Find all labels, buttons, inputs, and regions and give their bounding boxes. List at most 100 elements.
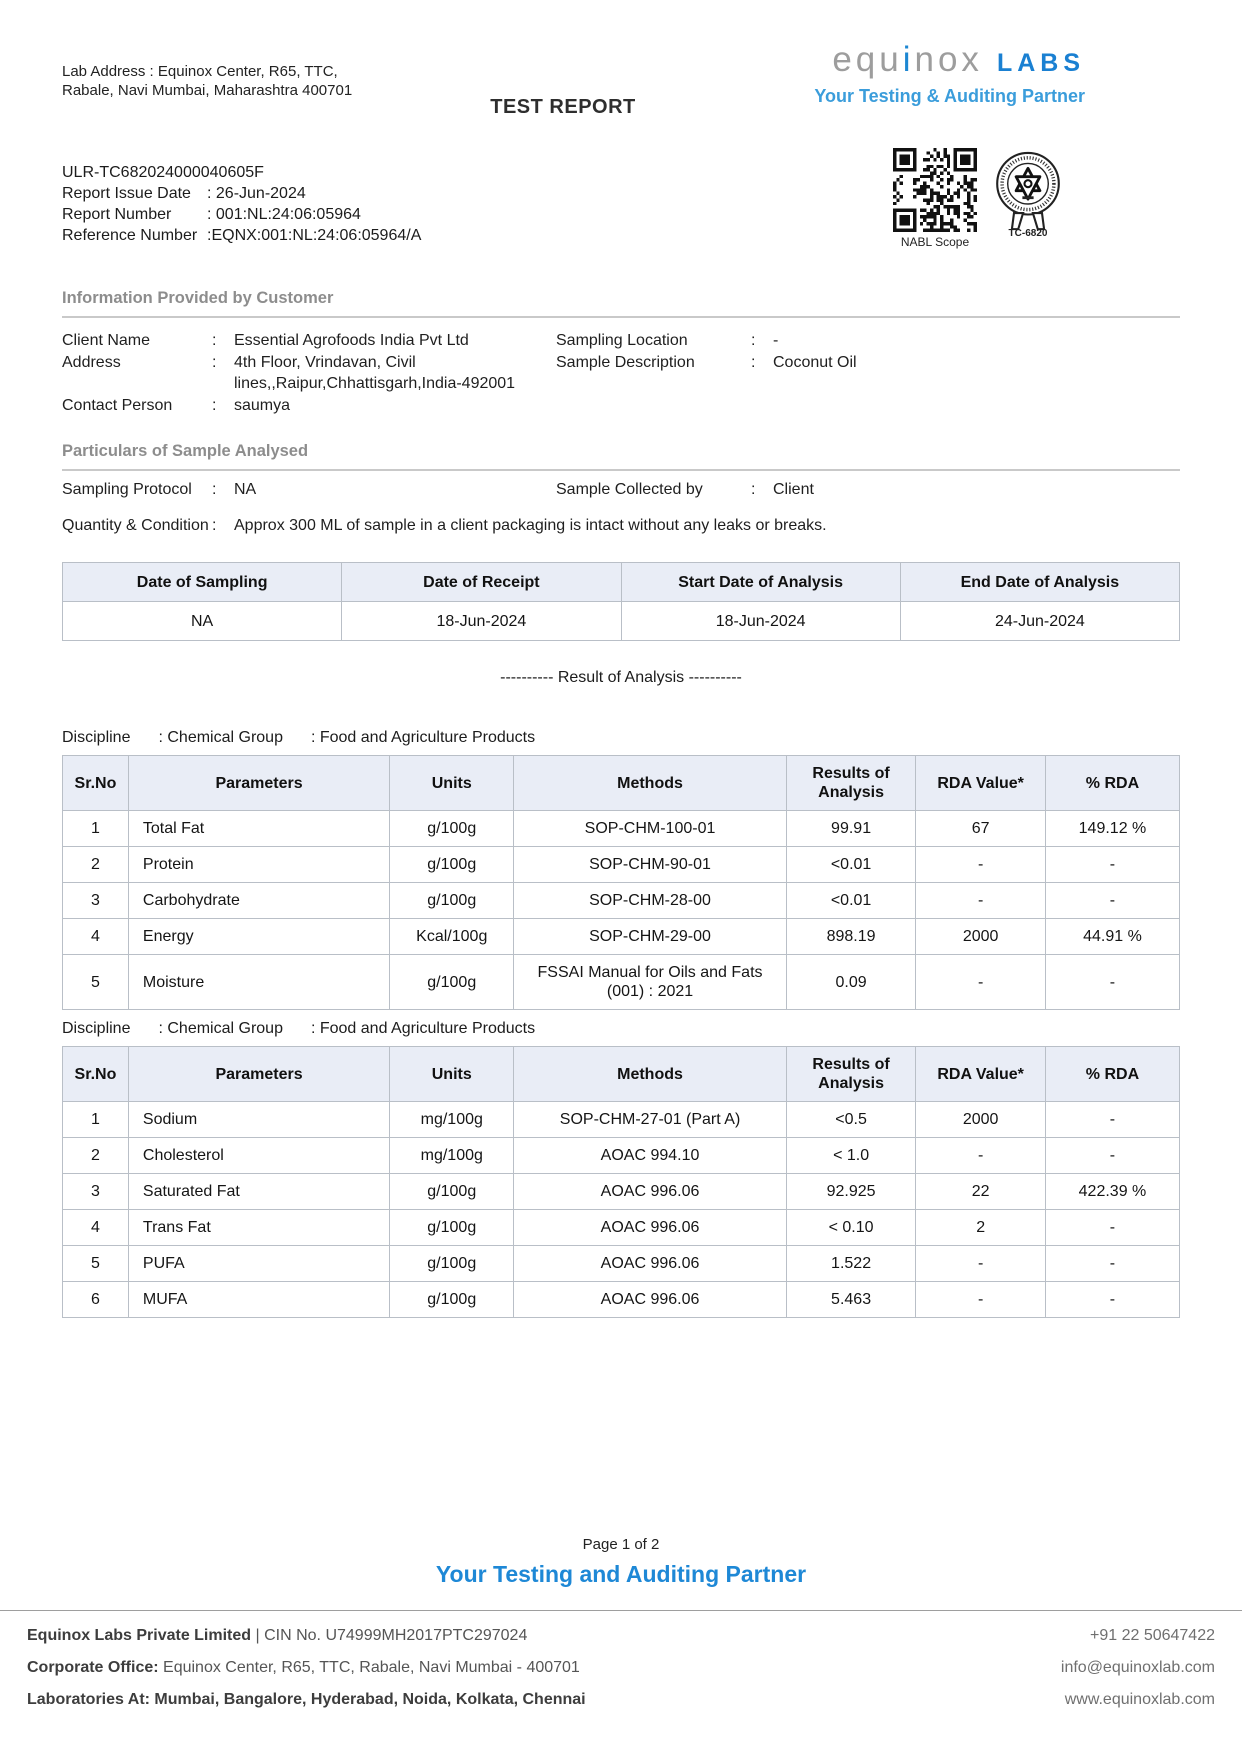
cell-srno: 6	[62, 1281, 129, 1318]
cell-parameter: Moisture	[127, 954, 391, 1010]
cell-parameter: Trans Fat	[127, 1209, 391, 1246]
discipline-category: : Food and Agriculture Products	[310, 1020, 536, 1037]
cell-rda-value: -	[915, 954, 1046, 1010]
logo-word-i: i	[902, 40, 915, 79]
cell-percent-rda: -	[1044, 846, 1181, 883]
result-row: 5 PUFA g/100g AOAC 996.06 1.522 - -	[62, 1245, 1181, 1282]
footer-office-left: Corporate Office: Equinox Center, R65, T…	[27, 1659, 580, 1677]
sampling-location-value: -	[773, 332, 779, 349]
seal-caption: TC-6820	[1008, 228, 1048, 239]
col-header-srno: Sr.No	[62, 1046, 129, 1102]
particulars-grid: Sampling Protocol : NA Sample Collected …	[62, 479, 1180, 501]
cell-method: SOP-CHM-27-01 (Part A)	[513, 1101, 787, 1138]
discipline-group: : Chemical Group	[158, 729, 283, 746]
report-number-row: Report Number : 001:NL:24:06:05964	[62, 204, 421, 225]
address-label: Address	[62, 353, 121, 371]
cell-parameter: Total Fat	[127, 810, 391, 847]
cell-method: SOP-CHM-28-00	[513, 882, 787, 919]
colon: :	[212, 516, 217, 534]
sample-collected-by-label: Sample Collected by	[556, 481, 703, 498]
cell-units: g/100g	[389, 1281, 515, 1318]
cell-percent-rda: -	[1044, 1101, 1181, 1138]
discipline-group: : Chemical Group	[158, 1020, 283, 1037]
date-column-header: Date of Receipt	[341, 562, 622, 602]
company-cin: | CIN No. U74999MH2017PTC297024	[251, 1627, 528, 1644]
cell-srno: 4	[62, 1209, 129, 1246]
cell-units: g/100g	[389, 882, 515, 919]
cell-result: 0.09	[785, 954, 917, 1010]
cell-rda-value: -	[915, 1137, 1046, 1174]
cell-units: g/100g	[389, 846, 515, 883]
col-header-parameters: Parameters	[127, 755, 391, 811]
quantity-condition-value: Approx 300 ML of sample in a client pack…	[234, 516, 827, 534]
discipline-line-2: Discipline: Chemical Group: Food and Agr…	[62, 1020, 1180, 1038]
discipline-label: Discipline	[62, 729, 131, 746]
footer-labs-left: Laboratories At: Mumbai, Bangalore, Hyde…	[27, 1691, 586, 1709]
cell-method: SOP-CHM-90-01	[513, 846, 787, 883]
ulr-value: ULR-TC682024000040605F	[62, 164, 264, 181]
cell-result: < 1.0	[785, 1137, 917, 1174]
cell-percent-rda: 149.12 %	[1044, 810, 1181, 847]
lab-address-line2: Rabale, Navi Mumbai, Maharashtra 400701	[62, 82, 353, 99]
cell-parameter: Sodium	[127, 1101, 391, 1138]
cell-units: mg/100g	[389, 1101, 515, 1138]
report-body: Information Provided by Customer Client …	[61, 281, 1181, 1318]
cell-percent-rda: -	[1044, 1281, 1181, 1318]
cell-method: AOAC 996.06	[513, 1281, 787, 1318]
cell-result: <0.5	[785, 1101, 917, 1138]
result-row: 3 Carbohydrate g/100g SOP-CHM-28-00 <0.0…	[62, 882, 1181, 919]
analysis-dates-header: Date of Sampling Date of Receipt Start Dat…	[61, 562, 1181, 602]
report-identifiers: ULR-TC682024000040605F Report Issue Date…	[62, 162, 421, 246]
cell-method: AOAC 996.06	[513, 1245, 787, 1282]
cell-method: AOAC 996.06	[513, 1209, 787, 1246]
result-row: 1 Total Fat g/100g SOP-CHM-100-01 99.91 …	[62, 810, 1181, 847]
cell-method: AOAC 994.10	[513, 1137, 787, 1174]
cell-method: AOAC 996.06	[513, 1173, 787, 1210]
col-header-rda-value: RDA Value*	[915, 755, 1046, 811]
date-cell: 18-Jun-2024	[341, 601, 622, 641]
analysis-dates-body: NA 18-Jun-2024 18-Jun-2024 24-Jun-2024	[61, 601, 1181, 641]
address-value: 4th Floor, Vrindavan, Civil lines,,Raipu…	[234, 353, 516, 393]
cell-result: 99.91	[785, 810, 917, 847]
quantity-condition-label: Quantity & Condition	[62, 516, 209, 534]
footer-rows: Equinox Labs Private Limited | CIN No. U…	[0, 1611, 1242, 1709]
cell-rda-value: 2000	[915, 918, 1046, 955]
cell-units: g/100g	[389, 810, 515, 847]
cell-rda-value: 2	[915, 1209, 1046, 1246]
cell-parameter: Energy	[127, 918, 391, 955]
lab-address-line1: Lab Address : Equinox Center, R65, TTC,	[62, 63, 338, 80]
results-table-1-body: 1 Total Fat g/100g SOP-CHM-100-01 99.91 …	[62, 810, 1181, 1010]
customer-info-grid: Client Name : Essential Agrofoods India …	[62, 330, 1180, 416]
col-header-percent-rda: % RDA	[1044, 755, 1181, 811]
cell-parameter: MUFA	[127, 1281, 391, 1318]
logo-wordmark: equinox LABS	[814, 40, 1085, 80]
footer-tagline: Your Testing and Auditing Partner	[435, 1561, 807, 1587]
cell-srno: 3	[62, 1173, 129, 1210]
sample-description-value: Coconut Oil	[773, 353, 857, 371]
cell-result: <0.01	[785, 846, 917, 883]
page-footer: Page 1 of 2 Your Testing and Auditing Pa…	[0, 1536, 1242, 1723]
address-row: Address : 4th Floor, Vrindavan, Civil li…	[62, 352, 556, 395]
footer-company-left: Equinox Labs Private Limited | CIN No. U…	[27, 1627, 527, 1645]
cell-parameter: PUFA	[127, 1245, 391, 1282]
results-table-1-header: Sr.No Parameters Units Methods Results o…	[62, 755, 1181, 811]
cell-percent-rda: -	[1044, 1137, 1181, 1174]
qr-caption: NABL Scope	[900, 235, 970, 249]
quantity-condition-row: Quantity & Condition : Approx 300 ML of …	[62, 515, 1180, 537]
cell-parameter: Protein	[127, 846, 391, 883]
cell-result: <0.01	[785, 882, 917, 919]
logo-word-part: nox	[914, 40, 983, 79]
date-column-header: Date of Sampling	[61, 562, 343, 602]
cell-rda-value: -	[915, 1281, 1046, 1318]
page-number: Page 1 of 2	[582, 1536, 660, 1553]
colon: :	[751, 353, 756, 371]
col-header-percent-rda: % RDA	[1044, 1046, 1181, 1102]
result-of-analysis-divider: ---------- Result of Analysis ----------	[500, 669, 742, 686]
cell-result: 898.19	[785, 918, 917, 955]
sample-description-label: Sample Description	[556, 353, 695, 371]
particulars-right: Sample Collected by : Client	[556, 479, 1180, 501]
cell-srno: 1	[62, 1101, 129, 1138]
corporate-office-address: Equinox Center, R65, TTC, Rabale, Navi M…	[158, 1659, 580, 1676]
contact-person-row: Contact Person : saumya	[62, 395, 556, 417]
